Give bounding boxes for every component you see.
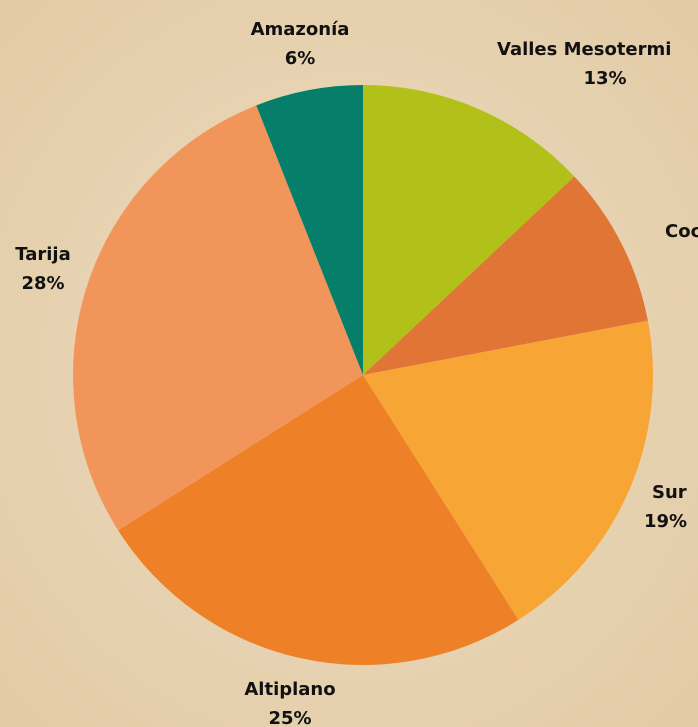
page: Valles Mesotermi 13% Coc Sur 19% Altiplano 25%… [0,0,698,727]
slice-label: Altiplano [244,679,335,700]
slice-label: Amazonía [251,19,350,40]
slice-label: Valles Mesotermi [497,39,671,60]
slice-label: Coc [665,221,698,242]
value-label: 19% [644,511,687,532]
slice-label: Sur [652,482,687,503]
chart: Valles Mesotermi 13% Coc Sur 19% Altiplano 25%… [0,0,698,727]
value-label: 13% [583,68,626,89]
slice-label: Tarija [15,244,70,265]
value-label: 28% [21,273,64,294]
value-label: 6% [285,48,316,69]
value-label: 25% [268,708,311,727]
